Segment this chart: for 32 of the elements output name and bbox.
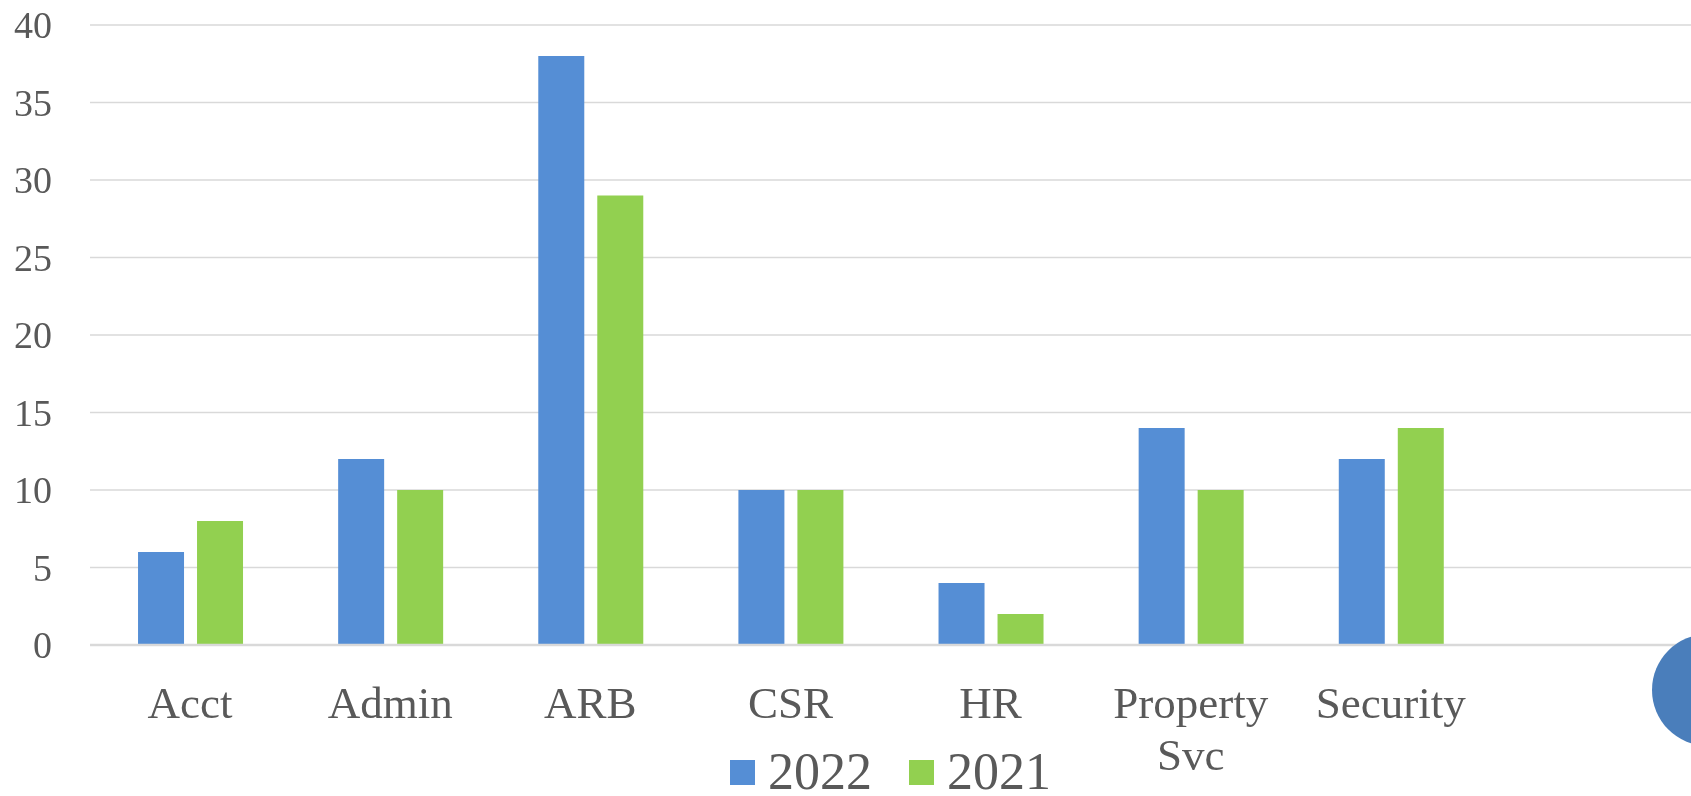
y-tick-label: 10	[14, 469, 52, 512]
x-tick-label: Property Svc	[1113, 678, 1269, 780]
legend-label: 2022	[768, 743, 872, 796]
bar	[997, 614, 1044, 645]
x-tick-label: Admin	[327, 678, 453, 728]
bar	[797, 490, 844, 645]
bar	[538, 56, 585, 645]
bar	[197, 521, 244, 645]
bar	[338, 459, 385, 645]
y-tick-label: 5	[33, 546, 52, 589]
bar	[1197, 490, 1244, 645]
y-tick-label: 20	[14, 314, 52, 357]
bar	[1397, 428, 1444, 645]
legend-label: 2021	[947, 743, 1051, 796]
bar	[1338, 459, 1385, 645]
x-tick-label: HR	[959, 678, 1022, 728]
bar	[397, 490, 444, 645]
bar	[938, 583, 985, 645]
bar	[597, 195, 644, 645]
x-tick-label: ARB	[544, 678, 637, 728]
y-tick-label: 30	[14, 159, 52, 202]
y-tick-label: 0	[33, 624, 52, 667]
x-tick-label: Acct	[147, 678, 234, 728]
y-tick-label: 35	[14, 81, 52, 124]
y-tick-label: 25	[14, 236, 52, 279]
y-tick-label: 40	[14, 4, 52, 47]
y-tick-label: 15	[14, 391, 52, 434]
x-tick-label: CSR	[747, 678, 833, 728]
bar	[138, 552, 185, 645]
bar	[738, 490, 785, 645]
bar	[1138, 428, 1185, 645]
x-tick-label: Security	[1315, 678, 1467, 728]
